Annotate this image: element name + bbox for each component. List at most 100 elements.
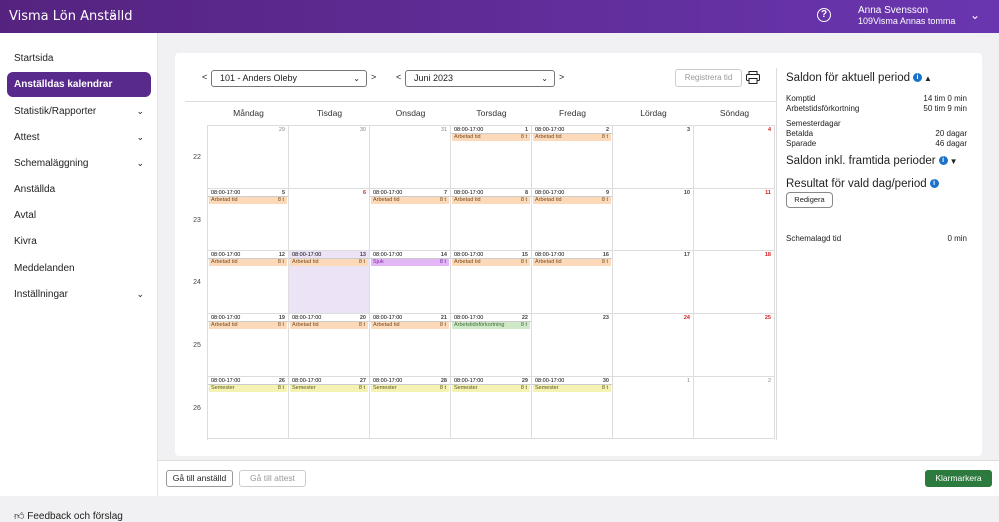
event-bar[interactable]: Arbetstidsförkortning 8 t [452, 322, 530, 330]
calendar-day-cell[interactable]: 24 [613, 314, 694, 377]
event-bar[interactable]: Arbetad tid 8 t [533, 259, 611, 267]
sidebar-item[interactable]: Attest ⌄ [7, 125, 151, 150]
calendar-day-cell[interactable]: 17 [613, 251, 694, 315]
prev-employee-icon[interactable]: < [202, 72, 208, 82]
event-bar[interactable]: Sjuk 8 t [371, 259, 449, 267]
sidebar-item[interactable]: Inställningar ⌄ [7, 282, 151, 307]
event-bar[interactable]: Semester 8 t [371, 384, 449, 392]
goto-attest-button[interactable]: Gå till attest [239, 470, 306, 487]
calendar-day-cell[interactable]: 29 [208, 126, 289, 189]
day-number: 11 [765, 189, 771, 196]
prev-month-icon[interactable]: < [396, 72, 402, 82]
event-label: Semester [454, 384, 478, 391]
calendar-day-cell[interactable]: 9 08:00-17:00 Arbetad tid 8 t [532, 188, 613, 252]
event-bar[interactable]: Arbetad tid 8 t [533, 134, 611, 141]
calendar-top-divider [185, 101, 776, 102]
month-select[interactable]: Juni 2023 ⌄ [405, 70, 555, 87]
klarmarkera-button[interactable]: Klarmarkera [925, 470, 992, 487]
calendar-day-cell[interactable]: 2 08:00-17:00 Arbetad tid 8 t [532, 126, 613, 189]
calendar-day-cell[interactable]: 3 [613, 126, 694, 189]
calendar-day-cell[interactable]: 1 [613, 376, 694, 440]
calendar-day-cell[interactable]: 14 08:00-17:00 Sjuk 8 t [370, 251, 451, 315]
cell-divider [289, 383, 369, 385]
event-hours: 8 t [277, 196, 284, 203]
calendar-day-cell[interactable]: 31 [370, 126, 451, 189]
calendar-day-cell[interactable]: 21 08:00-17:00 Arbetad tid 8 t [370, 314, 451, 377]
event-bar[interactable]: Arbetad tid 8 t [452, 196, 530, 204]
scheduled-time: 08:00-17:00 [211, 377, 241, 384]
sidebar-item[interactable]: Startsida [7, 46, 151, 71]
calendar-day-cell[interactable]: 15 08:00-17:00 Arbetad tid 8 t [451, 251, 532, 315]
collapse-triangle-icon[interactable]: ▲ [924, 74, 932, 83]
calendar-day-cell[interactable]: 23 [532, 314, 613, 377]
help-icon[interactable]: ? [817, 8, 831, 22]
calendar-day-cell[interactable]: 7 08:00-17:00 Arbetad tid 8 t [370, 188, 451, 252]
calendar-day-cell[interactable]: 26 08:00-17:00 Semester 8 t [208, 376, 289, 440]
calendar-day-cell[interactable]: 28 08:00-17:00 Semester 8 t [370, 376, 451, 440]
event-bar[interactable]: Arbetad tid 8 t [209, 322, 287, 330]
event-bar[interactable]: Arbetad tid 8 t [533, 196, 611, 204]
expand-triangle-icon[interactable]: ▼ [949, 157, 958, 166]
sidebar-item[interactable]: Statistik/Rapporter ⌄ [7, 99, 151, 124]
calendar-day-cell[interactable]: 18 [694, 251, 775, 315]
calendar-day-cell[interactable]: 22 08:00-17:00 Arbetstidsförkortning 8 t [451, 314, 532, 377]
saldon-future-heading[interactable]: Saldon inkl. framtida perioder i ▼ [786, 155, 958, 167]
event-bar[interactable]: Semester 8 t [290, 384, 368, 392]
event-bar[interactable]: Arbetad tid 8 t [452, 259, 530, 267]
sidebar-item[interactable]: Kivra [7, 229, 151, 254]
sidebar-item[interactable]: Schemaläggning ⌄ [7, 151, 151, 176]
register-time-button[interactable]: Registrera tid [675, 69, 742, 87]
feedback-link[interactable]: 👍︎ Feedback och förslag [14, 510, 123, 522]
redigera-button[interactable]: Redigera [786, 192, 833, 208]
event-bar[interactable]: Arbetad tid 8 t [209, 196, 287, 204]
calendar-day-cell[interactable]: 27 08:00-17:00 Semester 8 t [289, 376, 370, 440]
saldon-current-heading[interactable]: Saldon för aktuell period i ▲ [786, 72, 932, 84]
calendar-day-cell[interactable]: 5 08:00-17:00 Arbetad tid 8 t [208, 188, 289, 252]
calendar-day-cell[interactable]: 2 [694, 376, 775, 440]
user-menu-chevron-icon[interactable]: ⌄ [970, 8, 981, 22]
print-icon[interactable] [746, 71, 760, 84]
event-bar[interactable]: Arbetad tid 8 t [371, 196, 449, 204]
calendar-day-cell[interactable]: 12 08:00-17:00 Arbetad tid 8 t [208, 251, 289, 315]
app-switcher-chevron-icon[interactable]: ⌄ [108, 6, 119, 20]
event-bar[interactable]: Semester 8 t [209, 384, 287, 392]
event-bar[interactable]: Arbetad tid 8 t [371, 322, 449, 330]
sidebar-item[interactable]: Meddelanden [7, 256, 151, 281]
sidebar-item[interactable]: Anställda [7, 177, 151, 202]
scheduled-time: 08:00-17:00 [373, 189, 403, 196]
calendar-day-cell[interactable]: 30 08:00-17:00 Semester 8 t [532, 376, 613, 440]
event-bar[interactable]: Semester 8 t [452, 384, 530, 392]
user-company[interactable]: 109Visma Annas tomma [858, 16, 956, 26]
calendar-day-cell[interactable]: 6 [289, 188, 370, 252]
next-month-icon[interactable]: > [559, 72, 565, 82]
user-name[interactable]: Anna Svensson [858, 5, 929, 16]
event-hours: 8 t [601, 259, 608, 266]
employee-select[interactable]: 101 - Anders Oleby ⌄ [211, 70, 367, 87]
event-bar[interactable]: Semester 8 t [533, 384, 611, 392]
calendar-day-cell[interactable]: 30 [289, 126, 370, 189]
calendar-day-cell[interactable]: 10 [613, 188, 694, 252]
calendar-day-cell[interactable]: 25 [694, 314, 775, 377]
sidebar-item[interactable]: Avtal [7, 203, 151, 228]
info-icon[interactable]: i [938, 156, 948, 166]
calendar-day-cell[interactable]: 29 08:00-17:00 Semester 8 t [451, 376, 532, 440]
next-employee-icon[interactable]: > [371, 72, 377, 82]
event-bar[interactable]: Arbetad tid 8 t [290, 259, 368, 267]
sidebar-item[interactable]: Anställdas kalendrar [7, 72, 151, 97]
calendar-day-cell[interactable]: 19 08:00-17:00 Arbetad tid 8 t [208, 314, 289, 377]
info-icon[interactable]: i [929, 179, 939, 189]
info-icon[interactable]: i [913, 73, 923, 83]
goto-employee-button[interactable]: Gå till anställd [166, 470, 233, 487]
calendar-day-cell[interactable]: 16 08:00-17:00 Arbetad tid 8 t [532, 251, 613, 315]
event-bar[interactable]: Arbetad tid 8 t [290, 322, 368, 330]
calendar-day-cell[interactable]: 11 [694, 188, 775, 252]
event-bar[interactable]: Arbetad tid 8 t [452, 134, 530, 141]
calendar-day-cell[interactable]: 20 08:00-17:00 Arbetad tid 8 t [289, 314, 370, 377]
event-bar[interactable]: Arbetad tid 8 t [209, 259, 287, 267]
calendar-day-cell[interactable]: 13 08:00-17:00 Arbetad tid 8 t [289, 251, 370, 315]
cell-divider [208, 195, 288, 197]
calendar-day-cell[interactable]: 8 08:00-17:00 Arbetad tid 8 t [451, 188, 532, 252]
calendar-day-cell[interactable]: 1 08:00-17:00 Arbetad tid 8 t [451, 126, 532, 189]
calendar-day-cell[interactable]: 4 [694, 126, 775, 189]
day-number: 30 [359, 127, 366, 133]
